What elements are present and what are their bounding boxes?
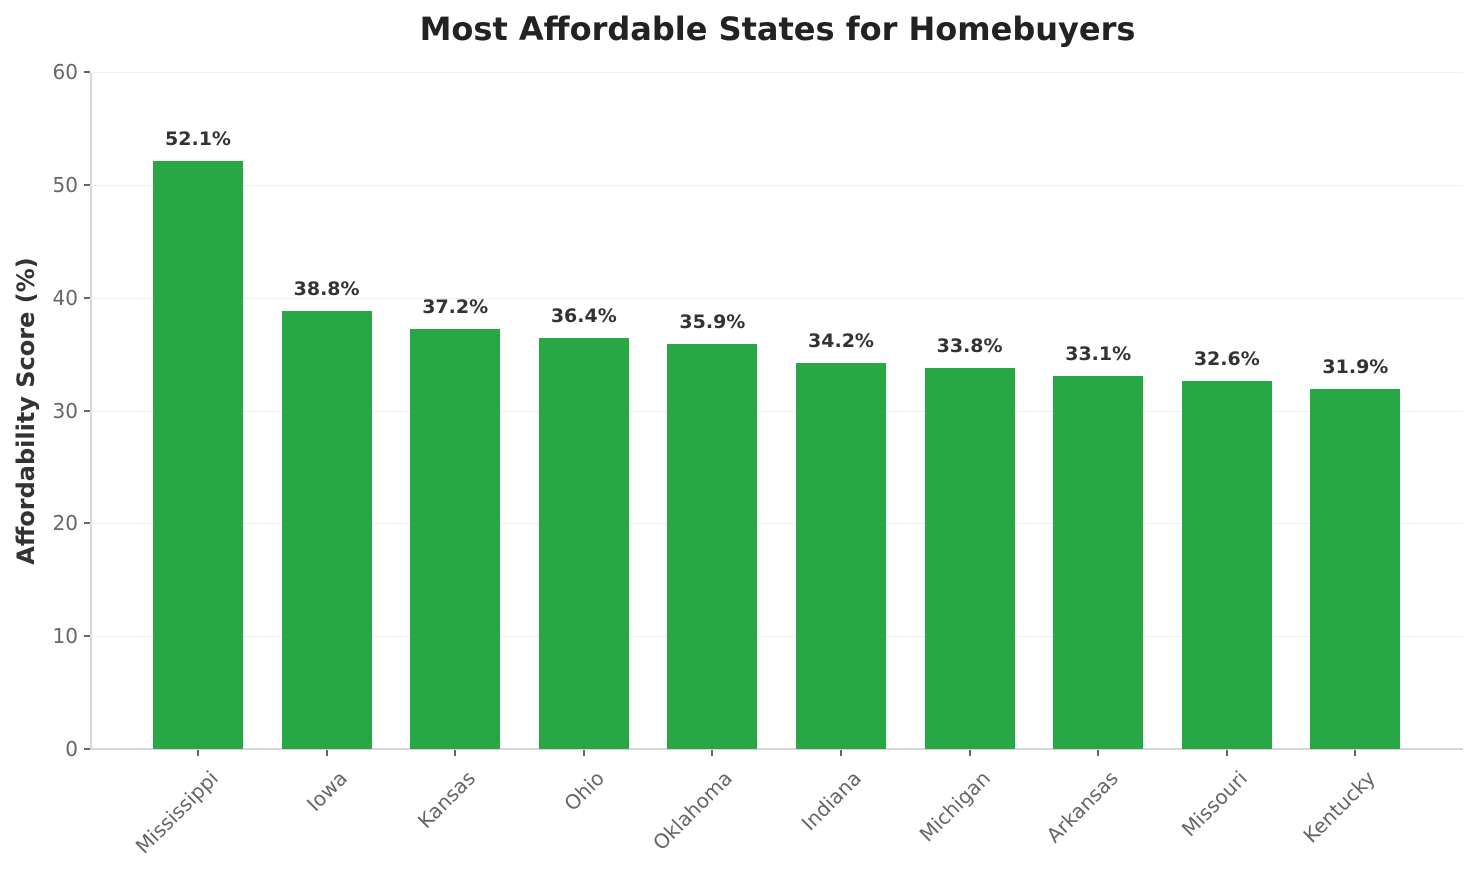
bar-ohio[interactable] bbox=[538, 338, 629, 749]
x-tick bbox=[1225, 750, 1228, 756]
x-tick bbox=[1354, 750, 1357, 756]
bar-value-label: 38.8% bbox=[293, 278, 360, 301]
x-tick bbox=[968, 750, 971, 756]
bar-kansas[interactable] bbox=[410, 329, 501, 749]
y-tick bbox=[84, 522, 90, 525]
x-tick-label: Michigan bbox=[914, 766, 995, 847]
y-tick-label: 30 bbox=[52, 398, 78, 423]
bar-value-label: 32.6% bbox=[1193, 348, 1260, 371]
bar-iowa[interactable] bbox=[281, 311, 372, 749]
bar-value-label: 34.2% bbox=[808, 330, 874, 353]
gridline bbox=[90, 410, 1463, 412]
x-tick bbox=[582, 750, 585, 756]
x-axis-line bbox=[90, 748, 1463, 750]
bar-mississippi[interactable] bbox=[153, 161, 243, 749]
bar-missouri[interactable] bbox=[1181, 381, 1272, 749]
y-tick-label: 10 bbox=[52, 624, 78, 649]
bar-oklahoma[interactable] bbox=[667, 343, 758, 749]
plot-area: 0 10 20 30 40 50 60 52.1% Mississippi 38.8% Iowa 37… bbox=[53, 60, 1463, 858]
x-tick bbox=[197, 750, 199, 756]
gridline bbox=[90, 72, 1463, 73]
bar-value-label: 31.9% bbox=[1322, 356, 1389, 379]
bar-indiana[interactable] bbox=[796, 363, 886, 749]
y-tick bbox=[84, 635, 90, 638]
y-axis-label: Affordability Score (%) bbox=[12, 257, 40, 565]
y-tick bbox=[84, 748, 90, 750]
bar-value-label: 33.1% bbox=[1065, 342, 1132, 365]
bar-value-label: 52.1% bbox=[165, 128, 231, 151]
x-tick-label: Ohio bbox=[559, 766, 609, 816]
y-tick-label: 20 bbox=[52, 511, 78, 536]
bar-michigan[interactable] bbox=[924, 367, 1015, 749]
y-tick-label: 40 bbox=[52, 285, 78, 310]
gridline bbox=[90, 636, 1463, 638]
x-tick bbox=[325, 750, 328, 756]
bar-value-label: 35.9% bbox=[679, 310, 746, 333]
x-tick-label: Mississippi bbox=[130, 766, 223, 859]
y-tick-label: 0 bbox=[65, 737, 78, 761]
bar-arkansas[interactable] bbox=[1053, 375, 1144, 749]
bar-value-label: 33.8% bbox=[936, 334, 1003, 357]
x-tick-label: Missouri bbox=[1176, 766, 1252, 842]
y-tick-label: 60 bbox=[52, 60, 78, 84]
y-tick bbox=[84, 71, 90, 73]
y-tick bbox=[84, 183, 90, 186]
gridline bbox=[90, 297, 1463, 299]
x-tick-label: Kentucky bbox=[1298, 766, 1381, 848]
bar-kentucky[interactable] bbox=[1310, 389, 1401, 749]
chart-title: Most Affordable States for Homebuyers bbox=[419, 10, 1136, 48]
bar-value-label: 37.2% bbox=[422, 296, 489, 319]
bar-value-label: 36.4% bbox=[550, 305, 617, 328]
y-tick bbox=[84, 409, 90, 412]
x-tick-label: Arkansas bbox=[1041, 766, 1124, 848]
x-tick-label: Iowa bbox=[301, 766, 352, 817]
x-tick-label: Indiana bbox=[796, 766, 866, 836]
x-tick bbox=[840, 750, 842, 756]
gridline bbox=[90, 523, 1463, 525]
y-tick bbox=[84, 296, 90, 299]
y-tick-label: 50 bbox=[52, 172, 78, 197]
gridline bbox=[90, 184, 1463, 186]
x-tick bbox=[711, 750, 714, 756]
x-tick bbox=[1097, 750, 1100, 756]
x-tick bbox=[454, 750, 457, 756]
x-tick-label: Kansas bbox=[413, 766, 481, 834]
x-tick-label: Oklahoma bbox=[648, 766, 738, 855]
